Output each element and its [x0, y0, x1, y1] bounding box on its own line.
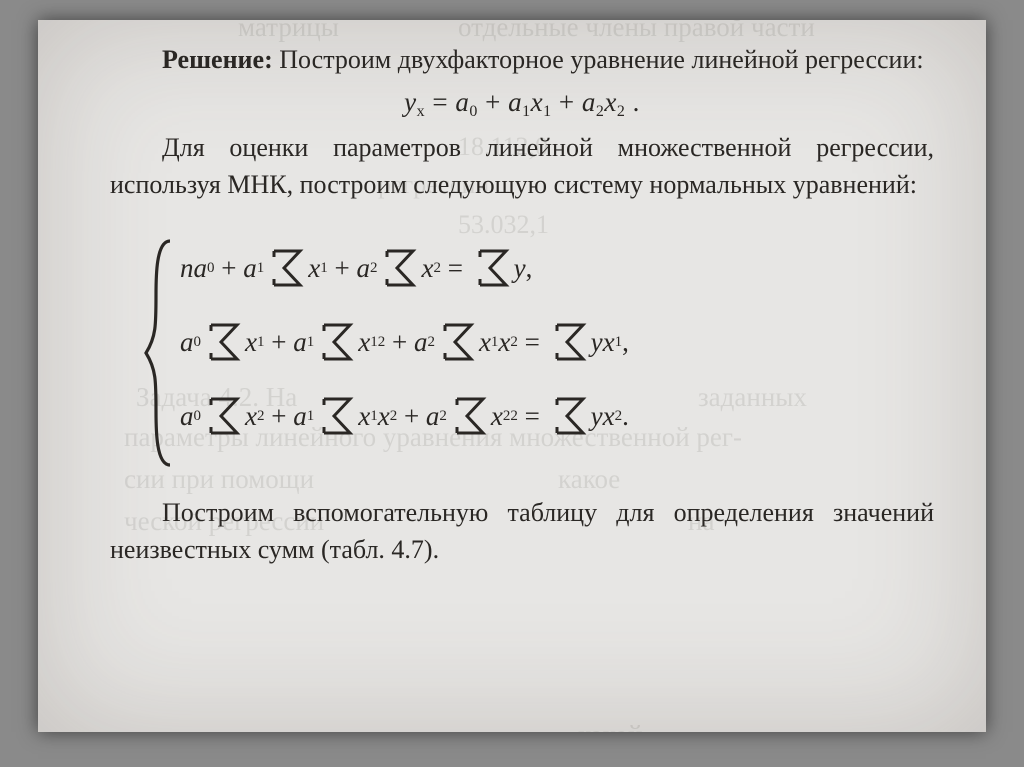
sigma-icon	[474, 245, 512, 291]
sigma-icon	[318, 393, 356, 439]
system-line-3: a0 x2 + a1 x1x2 + a2 x22 = yx2.	[180, 393, 629, 439]
solution-paragraph-1: Решение: Построим двухфакторное уравнени…	[110, 42, 934, 79]
system-line-2: a0 x1 + a1 x12 + a2 x1x2 = yx1,	[180, 319, 629, 365]
sigma-icon	[205, 393, 243, 439]
sigma-icon	[268, 245, 306, 291]
solution-label: Решение:	[162, 45, 273, 74]
sigma-icon	[318, 319, 356, 365]
sigma-icon	[439, 319, 477, 365]
sigma-icon	[205, 319, 243, 365]
scanned-page: матрицыотдельные члены правой части18.11…	[38, 20, 986, 732]
system-lines: na0 + a1 x1 + a2 x2 = y, a0 x1 + a1	[180, 245, 629, 439]
sigma-icon	[551, 393, 589, 439]
solution-text-1: Построим двухфакторное уравнение линейно…	[273, 45, 924, 74]
solution-paragraph-3: Построим вспомогательную таблицу для опр…	[110, 495, 934, 569]
solution-paragraph-2: Для оценки параметров линейной множестве…	[110, 130, 934, 204]
sigma-icon	[451, 393, 489, 439]
left-brace-icon	[142, 237, 176, 469]
normal-equations-system: na0 + a1 x1 + a2 x2 = y, a0 x1 + a1	[142, 237, 902, 469]
regression-equation: yx = a0 + a1x1 + a2x2 .	[110, 83, 934, 124]
sigma-icon	[381, 245, 419, 291]
page-content: Решение: Построим двухфакторное уравнени…	[38, 20, 986, 583]
ghost-text: какой	[578, 720, 642, 732]
sigma-icon	[551, 319, 589, 365]
system-line-1: na0 + a1 x1 + a2 x2 = y,	[180, 245, 629, 291]
